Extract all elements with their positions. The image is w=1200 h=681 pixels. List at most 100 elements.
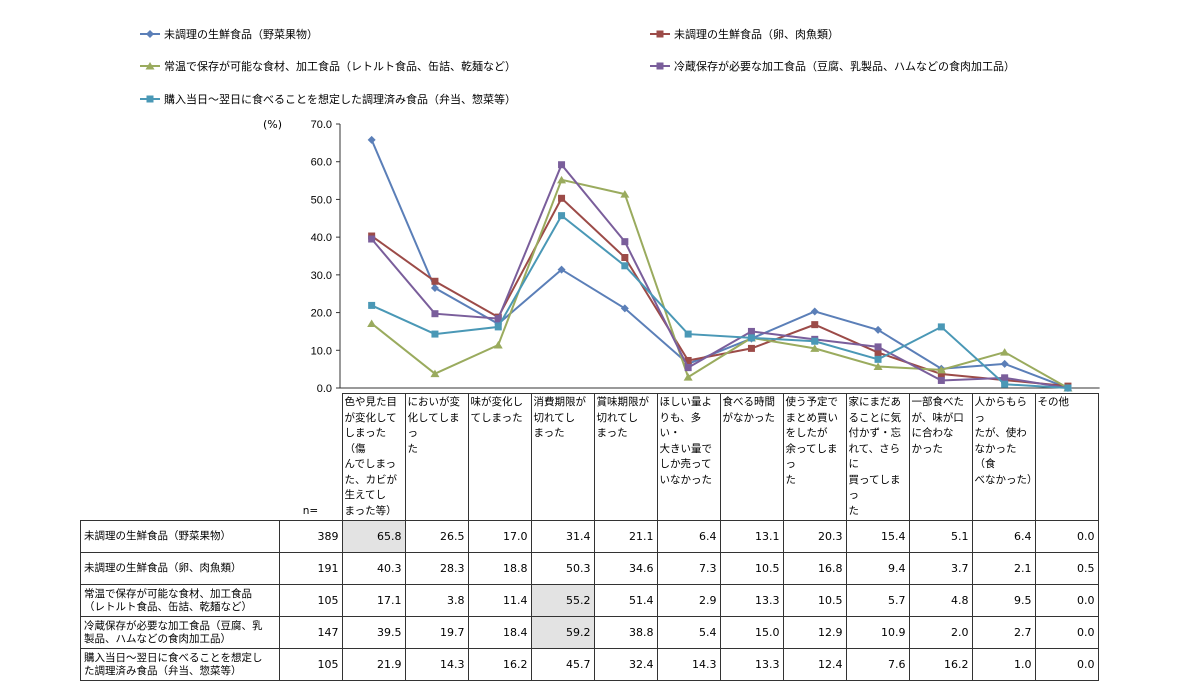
- y-tick-label: 0.0: [317, 383, 332, 395]
- table-cell: 13.1: [719, 520, 784, 553]
- legend-marker: [656, 62, 664, 70]
- series-line: [371, 214, 1069, 389]
- n-value: 191: [279, 552, 343, 585]
- table-row: 冷蔵保存が必要な加工食品（豆腐、乳 製品、ハムなどの食肉加工品） 147 39.5 19…: [80, 616, 1099, 649]
- category-header: ほしい量よ りも、多い・ 大きい量で しか売って いなかった: [656, 393, 721, 521]
- table-cell: 9.5: [971, 584, 1036, 617]
- data-point: [937, 370, 945, 378]
- category-header: 人からもらっ たが、使わ なかった（食 べなかった）: [971, 393, 1038, 521]
- table-cell: 5.4: [656, 616, 721, 649]
- legend-marker: [656, 30, 664, 38]
- data-point: [1000, 348, 1010, 356]
- n-value: 105: [279, 648, 343, 681]
- table-cell: 40.3: [341, 552, 406, 585]
- data-point: [937, 323, 945, 331]
- category-header: 色や見た目 が変化して しまった（傷 んでしまっ た、カビが 生えてし まった等）: [341, 393, 406, 521]
- data-point: [367, 319, 377, 328]
- legend-label: 未調理の生鮮食品（野菜果物）: [164, 28, 318, 41]
- table-cell: 3.8: [404, 584, 469, 617]
- table-row: 未調理の生鮮食品（野菜果物） 389 65.8 26.5 17.0 31.4 21.1 6.4…: [80, 520, 1099, 553]
- series-4: [368, 212, 1072, 392]
- table-cell: 21.9: [341, 648, 406, 681]
- category-header: においが変 化してしまった: [404, 393, 469, 521]
- data-point: [621, 262, 629, 270]
- table-cell: 5.1: [908, 520, 973, 553]
- data-point: [874, 325, 883, 334]
- n-value: 389: [279, 520, 343, 553]
- table-cell: 6.4: [971, 520, 1036, 553]
- table-row: 購入当日～翌日に食べることを想定し た調理済み食品（弁当、惣菜等） 105 21.9 1…: [80, 648, 1099, 681]
- table-cell: 50.3: [530, 552, 595, 585]
- table-cell: 51.4: [593, 584, 658, 617]
- data-point: [368, 235, 376, 243]
- table-header-row: n= 色や見た目 が変化して しまった（傷 んでしまっ た、カビが 生えてし まった等） におい…: [81, 393, 1099, 521]
- data-point: [936, 365, 946, 374]
- legend-marker-icon: [140, 30, 160, 38]
- table-cell: 10.5: [782, 584, 847, 617]
- legend-marker-icon: [140, 62, 160, 70]
- data-point: [558, 161, 566, 169]
- n-value: 147: [279, 616, 343, 649]
- table-cell: 0.0: [1034, 520, 1099, 553]
- table-cell: 0.0: [1034, 648, 1099, 681]
- table-cell: 4.8: [908, 584, 973, 617]
- data-point: [684, 356, 692, 364]
- table-cell: 15.0: [719, 616, 784, 649]
- legend-item: 購入当日～翌日に食べることを想定した調理済み食品（弁当、惣菜等）: [140, 91, 516, 107]
- data-point: [557, 265, 566, 274]
- data-point: [684, 330, 692, 338]
- table-cell: 65.8: [341, 520, 406, 553]
- table-cell: 20.3: [782, 520, 847, 553]
- table-cell: 2.7: [971, 616, 1036, 649]
- table-cell: 13.3: [719, 648, 784, 681]
- data-point: [620, 304, 629, 313]
- table-cell: 17.1: [341, 584, 406, 617]
- table-cell: 6.4: [656, 520, 721, 553]
- category-header: 使う予定で まとめ買い をしたが 余ってしまった: [782, 393, 847, 521]
- legend-marker: [146, 95, 154, 103]
- y-axis-unit: (%): [262, 118, 282, 131]
- legend-label: 購入当日～翌日に食べることを想定した調理済み食品（弁当、惣菜等）: [164, 93, 516, 106]
- data-point: [1000, 359, 1009, 368]
- y-tick-label: 20.0: [311, 308, 332, 320]
- data-point: [494, 323, 502, 331]
- y-tick-label: 60.0: [311, 157, 332, 169]
- data-point: [431, 330, 439, 338]
- table-cell: 0.5: [1034, 552, 1099, 585]
- legend-marker-icon: [140, 95, 160, 103]
- y-tick-label: 50.0: [311, 194, 332, 206]
- table-cell: 17.0: [467, 520, 532, 553]
- category-header: 消費期限が 切れてし まった: [530, 393, 595, 521]
- data-point: [874, 355, 882, 363]
- table-cell: 2.0: [908, 616, 973, 649]
- data-point: [494, 315, 502, 323]
- legend-marker: [145, 62, 155, 70]
- data-point: [493, 341, 503, 349]
- table-cell: 31.4: [530, 520, 595, 553]
- legend-label: 未調理の生鮮食品（卵、肉魚類）: [674, 28, 839, 41]
- data-point: [747, 327, 755, 335]
- line-chart: 0.0 10.0 20.0 30.0 40.0 50.0 60.0 70.0: [311, 119, 1100, 395]
- table-cell: 10.5: [719, 552, 784, 585]
- n-value: 105: [279, 584, 343, 617]
- data-point: [430, 369, 440, 378]
- data-point: [811, 321, 819, 329]
- y-tick-label: 40.0: [311, 232, 332, 244]
- data-point: [621, 238, 629, 246]
- category-header: その他: [1034, 393, 1099, 521]
- legend-item: 冷蔵保存が必要な加工食品（豆腐、乳製品、ハムなどの食肉加工品）: [650, 58, 1015, 74]
- data-point: [810, 307, 819, 316]
- table-cell: 45.7: [530, 648, 595, 681]
- table-cell: 5.7: [845, 584, 910, 617]
- data-point: [810, 344, 820, 352]
- series-line: [370, 139, 1069, 389]
- table-cell: 26.5: [404, 520, 469, 553]
- row-label: 常温で保存が可能な食材、加工食品 （レトルト食品、缶詰、乾麺など）: [80, 584, 280, 617]
- series-2: [367, 175, 1073, 392]
- legend-label: 常温で保存が可能な食材、加工食品（レトルト食品、缶詰、乾麺など）: [164, 60, 516, 73]
- legend-marker-icon: [650, 62, 670, 70]
- category-header: 賞味期限が 切れてし まった: [593, 393, 658, 521]
- data-point: [558, 194, 566, 202]
- data-point: [747, 334, 755, 342]
- table-cell: 10.9: [845, 616, 910, 649]
